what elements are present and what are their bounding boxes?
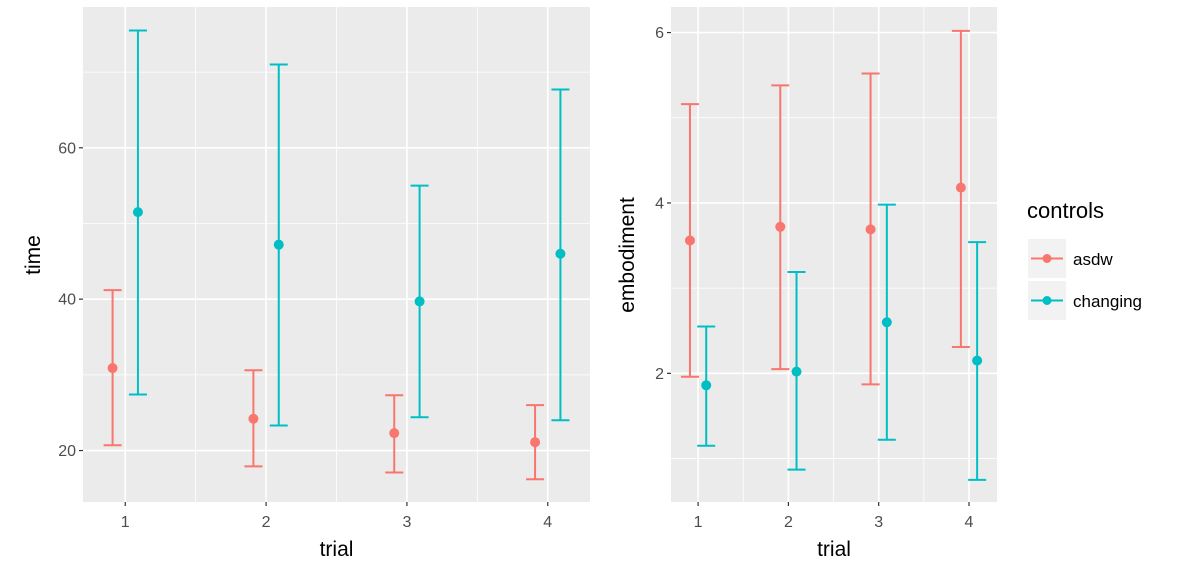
mean-point <box>955 182 966 193</box>
series-changing <box>128 29 570 427</box>
y-tick-label: 60 <box>58 140 76 157</box>
mean-point <box>865 224 876 235</box>
x-tick-label: 3 <box>402 514 411 531</box>
mean-point <box>273 239 284 250</box>
series-asdw <box>103 289 545 481</box>
mean-point <box>555 248 566 259</box>
mean-point <box>530 437 541 448</box>
legend-label: changing <box>1073 292 1142 311</box>
legend-key-point <box>1042 254 1052 263</box>
mean-point <box>389 428 400 439</box>
mean-point <box>972 355 983 366</box>
mean-point <box>248 413 259 424</box>
legend-item-asdw: asdw <box>1028 239 1113 278</box>
y-axis-title: embodiment <box>616 197 639 313</box>
mean-point <box>414 296 425 307</box>
mean-point <box>701 380 712 391</box>
x-tick-label: 1 <box>694 514 703 531</box>
legend-item-changing: changing <box>1028 281 1142 320</box>
legend-label: asdw <box>1073 250 1113 269</box>
mean-point <box>132 207 143 218</box>
plot-background <box>671 7 997 502</box>
x-axis-title: trial <box>320 538 354 561</box>
series-changing <box>697 203 987 481</box>
mean-point <box>881 317 892 328</box>
x-tick-label: 4 <box>965 514 974 531</box>
legend: controls asdw changing <box>1027 198 1142 320</box>
y-axis-title: time <box>22 235 45 275</box>
mean-point <box>107 363 118 374</box>
mean-point <box>775 221 786 232</box>
series-asdw <box>680 29 970 386</box>
x-tick-label: 3 <box>874 514 883 531</box>
y-tick-label: 6 <box>655 25 664 42</box>
y-tick-label: 40 <box>58 292 76 309</box>
x-tick-label: 2 <box>262 514 271 531</box>
mean-point <box>791 366 802 377</box>
y-tick-label: 2 <box>655 366 664 383</box>
legend-title: controls <box>1027 198 1104 223</box>
x-tick-label: 4 <box>543 514 552 531</box>
y-tick-label: 4 <box>655 195 664 212</box>
panel-2: 2 4 6 1 2 3 4 trial embodiment <box>616 7 997 561</box>
x-tick-label: 2 <box>784 514 793 531</box>
x-tick-label: 1 <box>121 514 130 531</box>
y-tick-label: 20 <box>58 443 76 460</box>
legend-key-point <box>1042 296 1052 305</box>
x-axis-title: trial <box>817 538 851 561</box>
mean-point <box>684 235 695 246</box>
panel-1: 20 40 60 1 2 3 4 trial time <box>22 7 590 561</box>
